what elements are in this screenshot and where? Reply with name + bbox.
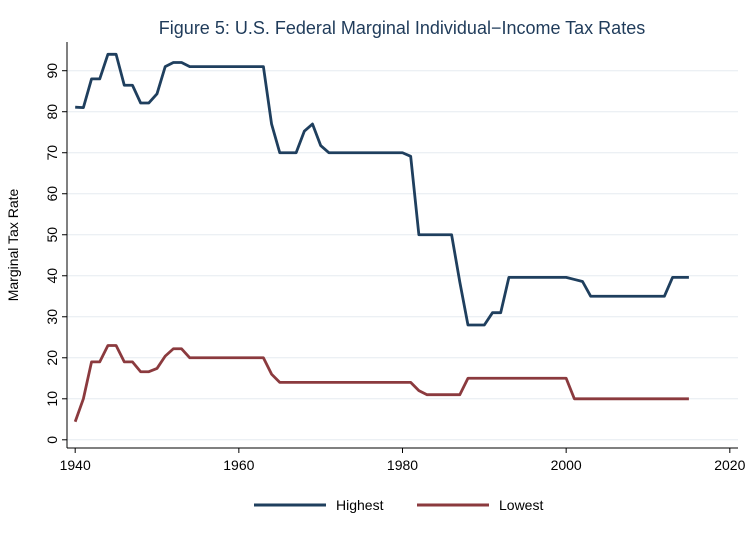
y-tick-label-20: 20 [44,350,60,366]
x-tick-label-2000: 2000 [551,457,582,473]
y-tick-label-10: 10 [44,391,60,407]
x-tick-label-1980: 1980 [387,457,418,473]
legend-label-lowest: Lowest [499,497,543,513]
y-tick-label-40: 40 [44,268,60,284]
chart-title: Figure 5: U.S. Federal Marginal Individu… [159,18,645,38]
x-tick-label-1940: 1940 [60,457,91,473]
y-ticks: 0 10 20 30 40 50 60 70 80 90 [44,63,67,444]
y-tick-label-80: 80 [44,104,60,120]
x-tick-label-1960: 1960 [223,457,254,473]
y-tick-label-60: 60 [44,186,60,202]
legend: Highest Lowest [254,497,543,513]
x-tick-label-2020: 2020 [714,457,745,473]
gridlines [67,70,738,441]
series-line-lowest [73,344,689,423]
series-line-highest [75,52,689,327]
y-tick-label-90: 90 [44,63,60,79]
axes [66,42,738,449]
x-ticks: 1940 1960 1980 2000 2020 [60,448,746,473]
y-tick-label-70: 70 [44,145,60,161]
legend-label-highest: Highest [336,497,384,513]
y-axis-label: Marginal Tax Rate [5,189,21,302]
y-tick-label-30: 30 [44,309,60,325]
y-tick-label-0: 0 [44,436,60,444]
series-lines [73,52,689,423]
y-tick-label-50: 50 [44,227,60,243]
